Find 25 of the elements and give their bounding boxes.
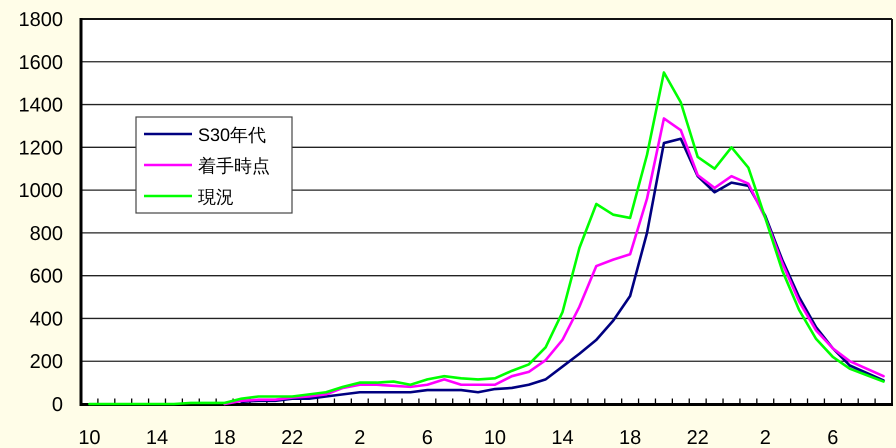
x-tick-label: 18 (213, 427, 236, 448)
x-tick-label: 10 (78, 427, 101, 448)
y-tick-label: 0 (52, 394, 63, 416)
x-tick-label: 14 (146, 427, 168, 448)
y-tick-label: 1600 (18, 52, 63, 74)
x-tick-label: 22 (686, 427, 709, 448)
x-tick-label: 18 (618, 427, 642, 448)
y-tick-label: 1200 (18, 137, 63, 160)
legend-label: 現況 (198, 187, 234, 207)
x-tick-label: 6 (827, 427, 838, 448)
y-tick-label: 1800 (18, 9, 63, 31)
x-tick-label: 2 (354, 427, 366, 448)
y-tick-label: 200 (30, 351, 63, 374)
legend-label: S30年代 (198, 125, 266, 145)
y-tick-label: 800 (30, 222, 63, 245)
legend-label: 着手時点 (198, 156, 270, 176)
x-tick-label: 2 (760, 427, 771, 448)
y-tick-label: 1400 (18, 94, 63, 117)
y-tick-label: 600 (30, 266, 63, 288)
x-tick-label: 10 (484, 427, 506, 448)
x-tick-label: 6 (422, 427, 433, 448)
x-tick-label: 14 (551, 427, 574, 448)
x-tick-label: 22 (281, 427, 304, 448)
y-tick-label: 1000 (18, 180, 63, 202)
y-tick-label: 400 (30, 308, 63, 330)
